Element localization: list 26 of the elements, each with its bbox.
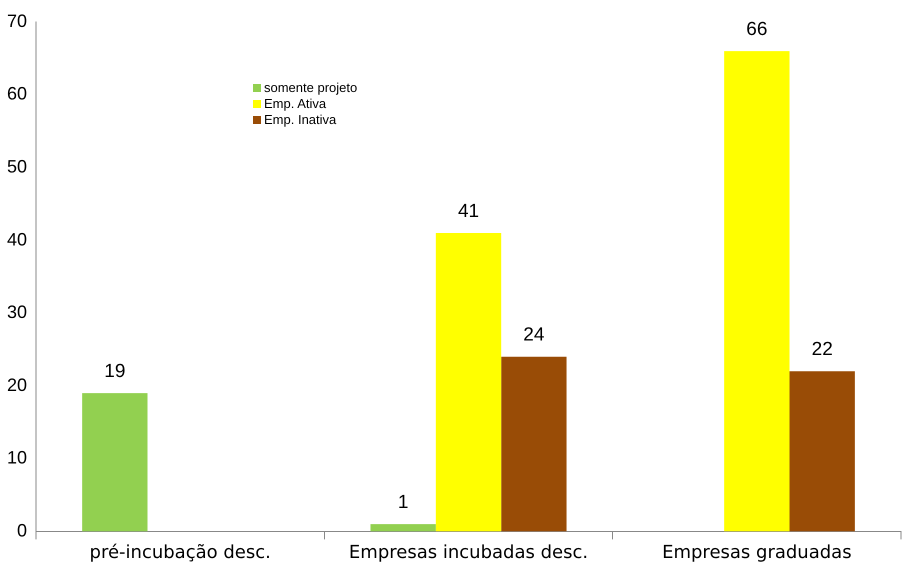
y-tick-label: 60 bbox=[6, 84, 28, 104]
bar bbox=[501, 356, 567, 532]
y-tick-label: 70 bbox=[6, 10, 28, 31]
data-label: 41 bbox=[458, 200, 480, 222]
legend-label: somente projeto bbox=[264, 80, 358, 96]
legend-label: Emp. Ativa bbox=[264, 96, 326, 112]
y-tick-label: 20 bbox=[6, 374, 28, 395]
data-label: 66 bbox=[746, 18, 768, 40]
x-tick-label: Empresas incubadas desc. bbox=[348, 542, 588, 563]
y-tick-label: 10 bbox=[6, 448, 28, 468]
bar bbox=[790, 371, 855, 532]
y-tick-label: 40 bbox=[6, 229, 28, 250]
bar bbox=[436, 233, 502, 532]
x-tick-label: pré-incubação desc. bbox=[90, 542, 271, 563]
y-tick-label: 50 bbox=[6, 156, 28, 177]
data-label: 22 bbox=[812, 339, 833, 360]
bar bbox=[82, 393, 148, 532]
bar bbox=[370, 524, 436, 532]
legend-label: Emp. Inativa bbox=[264, 112, 336, 128]
x-tick-label: Empresas graduadas bbox=[662, 542, 852, 563]
bar bbox=[724, 51, 790, 532]
y-tick-label: 30 bbox=[6, 302, 28, 322]
data-label: 19 bbox=[104, 360, 126, 382]
data-label: 1 bbox=[398, 492, 408, 513]
y-tick-label: 0 bbox=[17, 520, 28, 540]
data-label: 24 bbox=[523, 324, 545, 346]
